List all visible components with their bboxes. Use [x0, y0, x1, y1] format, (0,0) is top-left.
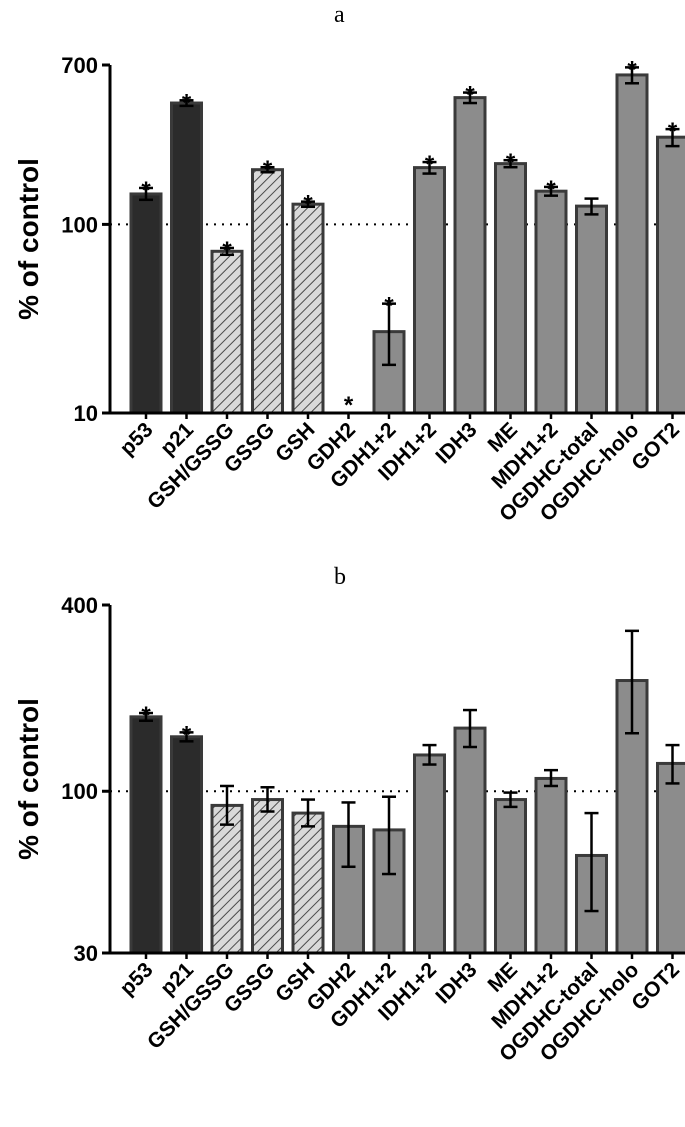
y-tick-label-100: 100 [61, 779, 98, 804]
bar-p21 [170, 735, 203, 955]
panel-a-letter: a [334, 2, 345, 28]
category-label-IDH3: IDH3 [431, 418, 481, 468]
bar-OGDHC-total [575, 204, 608, 415]
bar-GSH/GSSG [210, 249, 244, 415]
bar-ME [494, 162, 527, 415]
bar-p53 [129, 192, 163, 415]
category-label-GOT2: GOT2 [627, 418, 684, 475]
significance-star-GSH: * [303, 191, 313, 218]
y-tick-label-400: 400 [61, 593, 98, 618]
y-tick-label-100: 100 [61, 212, 98, 237]
significance-star-p21: * [182, 89, 192, 116]
significance-star-GDH1+2: * [384, 293, 394, 320]
bar-GSSG [251, 168, 284, 415]
bar-GSSG [251, 798, 284, 955]
y-tick-label-10: 10 [74, 401, 98, 426]
y-tick-label-700: 700 [61, 53, 98, 78]
bar-IDH3 [453, 96, 487, 415]
significance-star-OGDHC-holo: * [627, 56, 637, 83]
panel-b-letter: b [334, 564, 346, 590]
significance-star-IDH3: * [465, 82, 475, 109]
bar-IDH1+2 [413, 753, 446, 955]
bar-GSH/GSSG [210, 803, 244, 955]
bar-GOT2 [656, 135, 685, 415]
y-axis-label: % of control [13, 158, 44, 320]
bar-ME [494, 798, 527, 955]
significance-star-ME: * [506, 149, 516, 176]
bar-OGDHC-holo [615, 73, 649, 415]
significance-star-GDH2: * [344, 392, 354, 419]
y-tick-label-30: 30 [74, 941, 98, 966]
category-label-GOT2: GOT2 [627, 958, 684, 1015]
category-label-p53: p53 [116, 418, 158, 460]
significance-star-p21: * [182, 721, 192, 748]
bar-IDH3 [453, 726, 487, 955]
significance-star-p53: * [141, 702, 151, 729]
category-label-IDH3: IDH3 [431, 958, 481, 1008]
bar-p21 [170, 101, 203, 415]
bar-GSH [291, 202, 325, 415]
bar-GOT2 [656, 761, 685, 955]
chart-panel-a: % of control *p53*p21*GSH/GSSG*GSSG*GSH*G… [13, 53, 685, 526]
category-label-p53: p53 [116, 958, 158, 1000]
significance-star-p53: * [141, 177, 151, 204]
chart-panel-b: % of control *p53*p21GSH/GSSGGSSGGSHGDH2G… [13, 593, 685, 1066]
significance-star-GSSG: * [263, 156, 273, 183]
bar-MDH1+2 [534, 189, 568, 415]
bar-MDH1+2 [534, 776, 568, 955]
bar-IDH1+2 [413, 166, 446, 415]
bar-p53 [129, 715, 163, 955]
significance-star-GOT2: * [668, 118, 678, 145]
y-axis-label: % of control [13, 698, 44, 860]
significance-star-GSH/GSSG: * [222, 237, 232, 264]
significance-star-MDH1+2: * [546, 176, 556, 203]
significance-star-IDH1+2: * [425, 151, 435, 178]
bar-GSH [291, 811, 325, 955]
